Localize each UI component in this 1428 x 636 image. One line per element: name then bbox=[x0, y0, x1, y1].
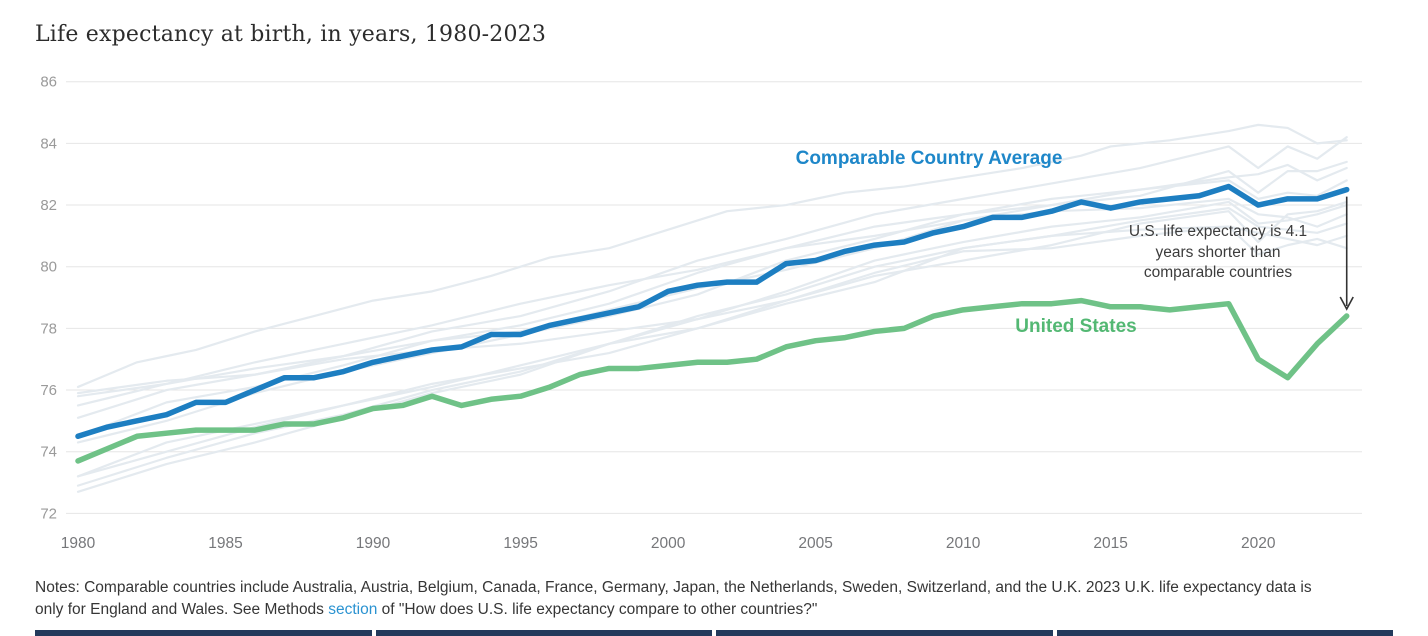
gap-annotation: U.S. life expectancy is 4.1 years shorte… bbox=[1098, 222, 1338, 284]
y-tick-label: 78 bbox=[40, 320, 57, 337]
gap-annotation-line: U.S. life expectancy is 4.1 bbox=[1128, 223, 1308, 240]
background-country-line-austria bbox=[76, 207, 1348, 493]
x-tick-label: 1990 bbox=[356, 535, 391, 552]
notes-text: of "How does U.S. life expectancy compar… bbox=[377, 600, 818, 618]
footer-button-top[interactable] bbox=[1056, 630, 1393, 636]
y-tick-label: 82 bbox=[40, 197, 57, 214]
x-tick-label: 2000 bbox=[651, 535, 686, 552]
y-tick-label: 80 bbox=[40, 259, 57, 276]
methods-section-link[interactable]: section bbox=[328, 600, 378, 618]
series-label-united-states: United States bbox=[1015, 316, 1137, 337]
background-country-line-sweden bbox=[76, 160, 1348, 398]
chart-title: Life expectancy at birth, in years, 1980… bbox=[35, 22, 547, 47]
y-tick-label: 84 bbox=[40, 135, 57, 152]
x-tick-label: 1980 bbox=[61, 535, 96, 552]
y-tick-label: 86 bbox=[40, 74, 57, 91]
series-line-comparable-country-average bbox=[75, 183, 1350, 440]
y-tick-label: 74 bbox=[40, 444, 57, 461]
footer-button-top[interactable] bbox=[35, 630, 372, 636]
gap-annotation-line: comparable countries bbox=[1143, 264, 1293, 281]
notes-text: Notes: Comparable countries include Aust… bbox=[35, 579, 1312, 618]
x-tick-label: 1985 bbox=[208, 535, 242, 552]
footer-buttons-strip bbox=[35, 630, 1393, 636]
x-tick-label: 2015 bbox=[1093, 535, 1127, 552]
x-tick-label: 1995 bbox=[503, 535, 537, 552]
x-tick-label: 2005 bbox=[798, 535, 832, 552]
series-line-united-states bbox=[75, 297, 1350, 464]
notes: Notes: Comparable countries include Aust… bbox=[35, 577, 1327, 620]
y-tick-label: 72 bbox=[40, 505, 57, 522]
background-country-line-united-kingdom bbox=[76, 225, 1348, 478]
series-label-comparable-country-average: Comparable Country Average bbox=[795, 148, 1063, 169]
x-tick-label: 2020 bbox=[1241, 535, 1276, 552]
footer-button-top[interactable] bbox=[716, 630, 1053, 636]
background-country-line-netherlands bbox=[76, 200, 1348, 395]
background-country-line-switzerland bbox=[76, 136, 1348, 407]
footer-button-top[interactable] bbox=[375, 630, 712, 636]
y-tick-label: 76 bbox=[40, 382, 57, 399]
background-country-line-japan bbox=[76, 123, 1348, 389]
gap-annotation-line: years shorter than bbox=[1155, 243, 1281, 261]
gap-arrow-head bbox=[1339, 296, 1354, 311]
x-tick-label: 2010 bbox=[946, 535, 981, 552]
